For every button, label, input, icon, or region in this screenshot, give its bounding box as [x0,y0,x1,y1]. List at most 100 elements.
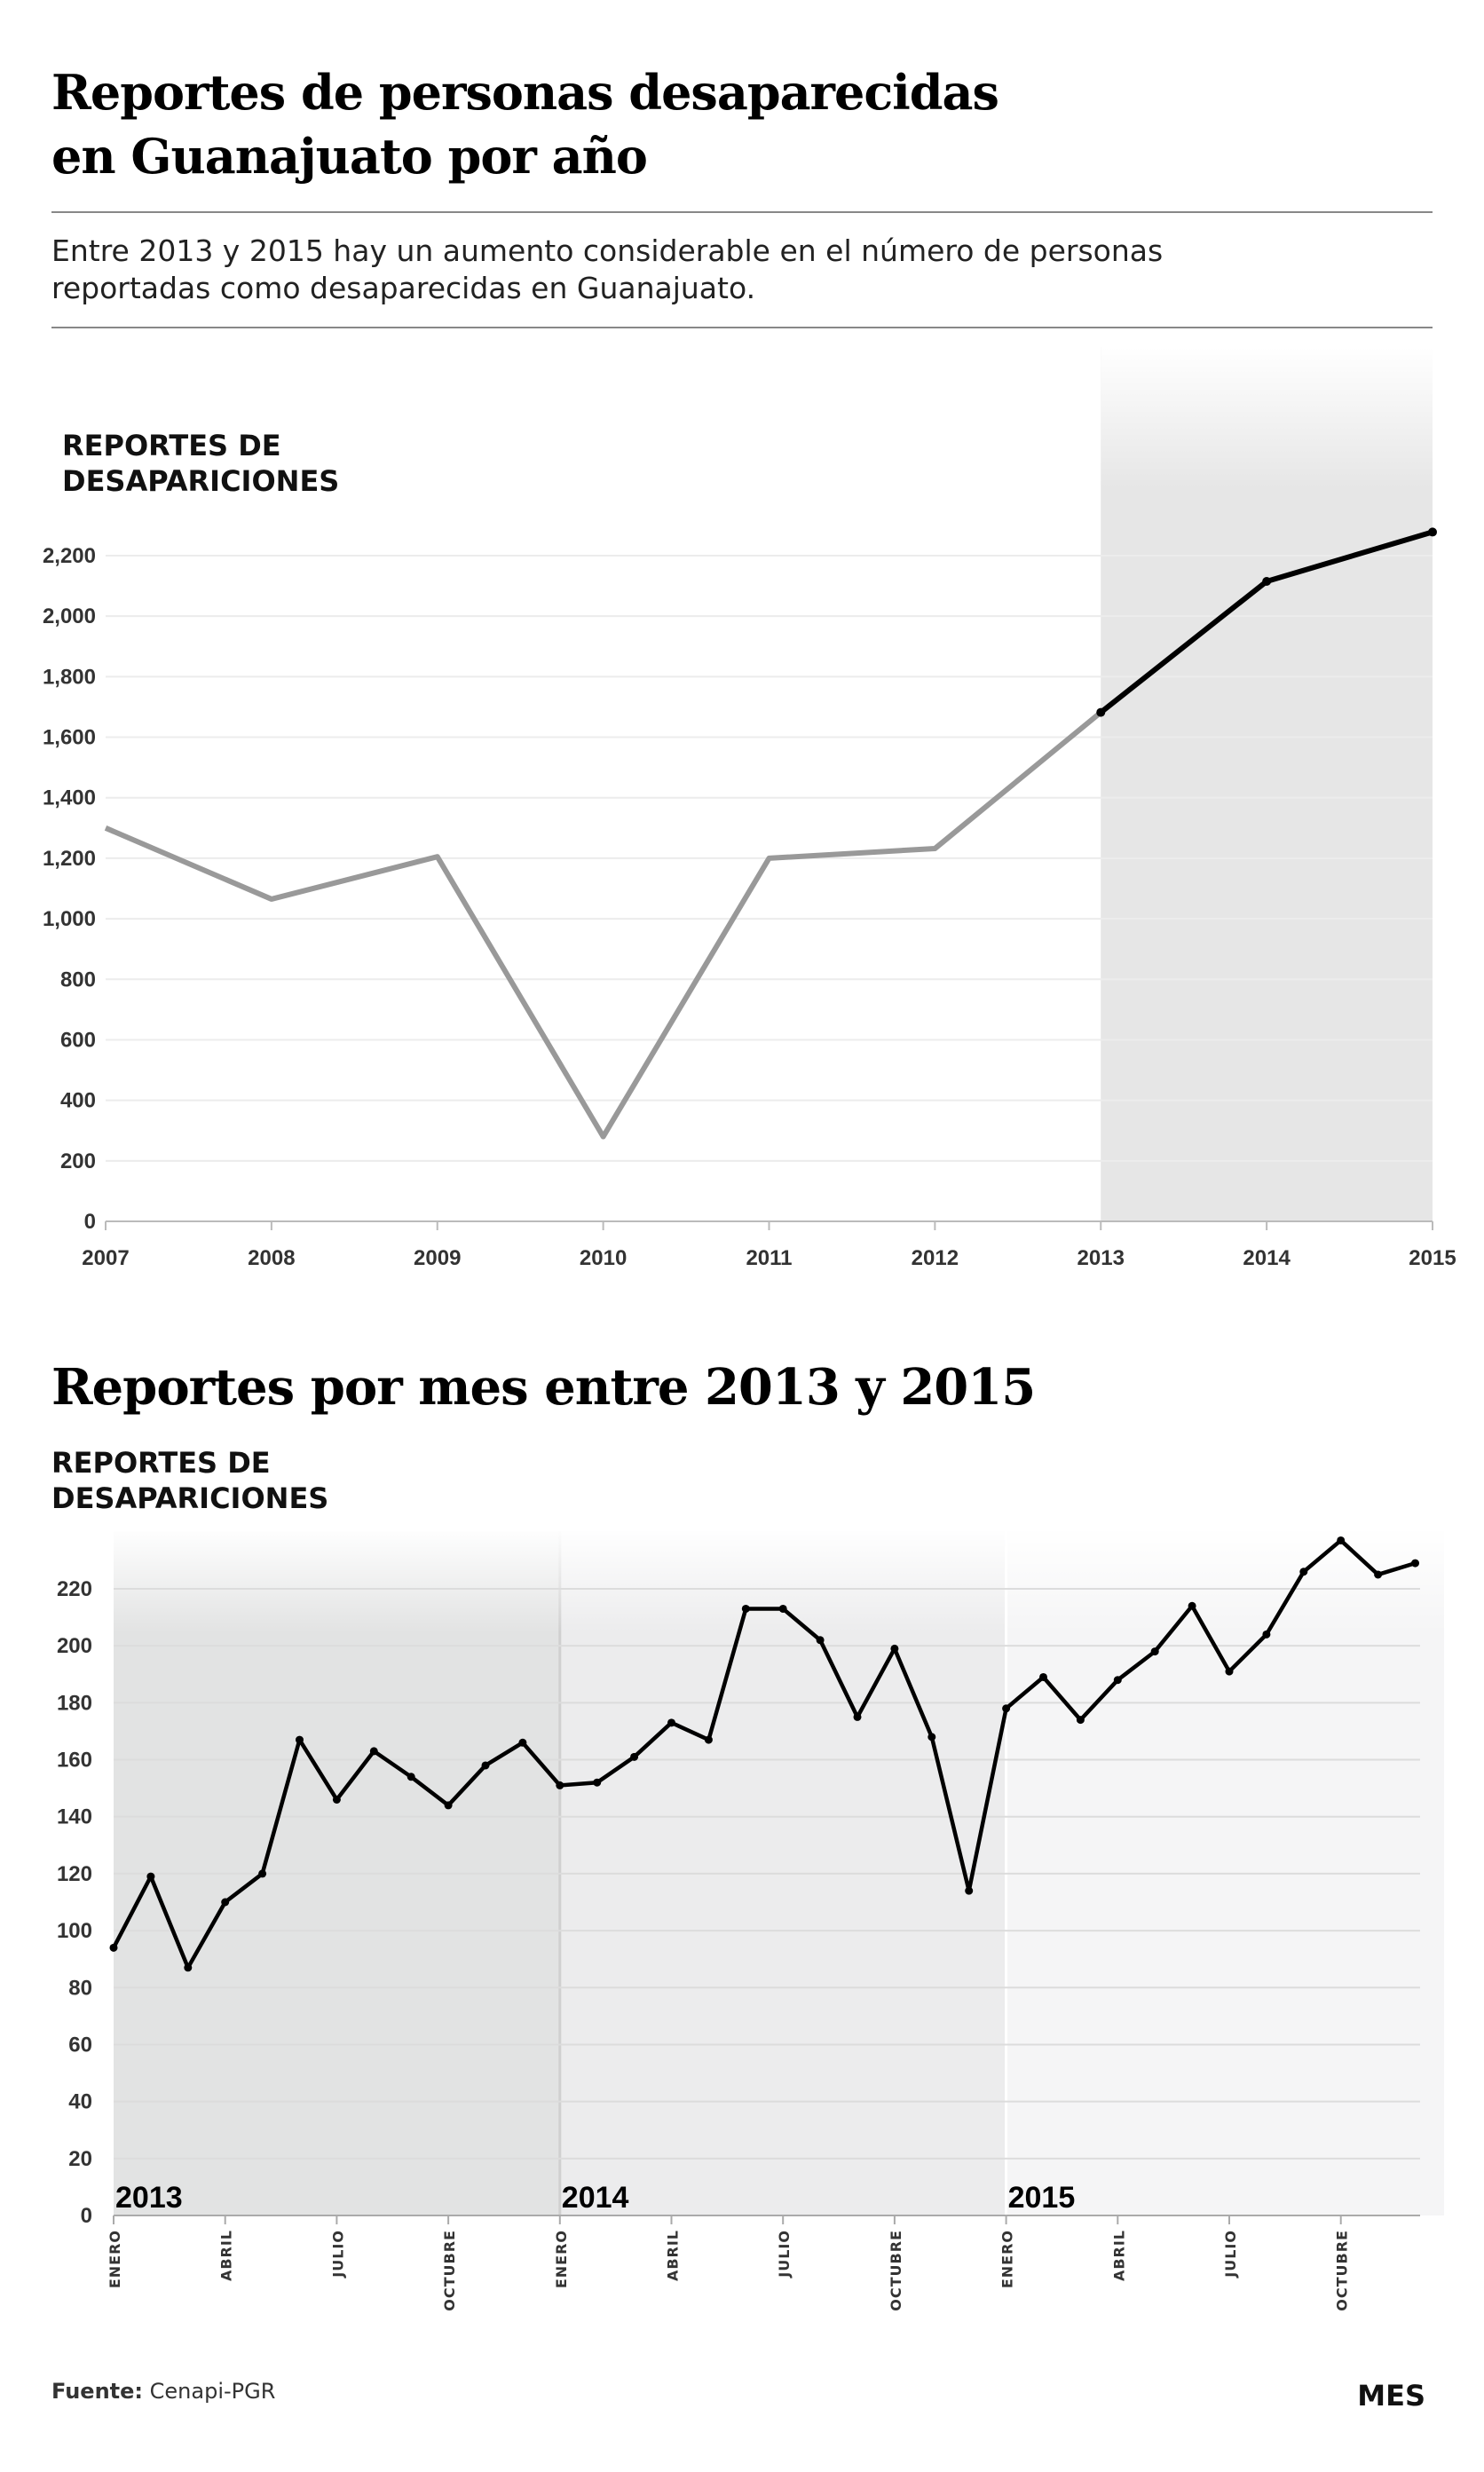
data-point [518,1738,527,1747]
y-label-line-2: DESAPARICIONES [62,464,340,498]
y-tick-label: 0 [81,2204,92,2228]
y-axis-label-annual: REPORTES DE DESAPARICIONES [62,428,339,499]
subtitle-line-2: reportadas como desaparecidas en Guanaju… [51,271,756,305]
x-tick-label: 2007 [82,1246,129,1270]
data-point [1113,1676,1122,1685]
year-label: 2015 [1008,2181,1076,2215]
y-tick-label: 180 [57,1691,92,1715]
month-tick-label: OCTUBRE [1334,2230,1351,2311]
data-point [1262,576,1272,586]
y-tick-label: 1,600 [43,726,96,750]
band-fade [114,1527,1444,1633]
series-line-past [104,710,1103,1140]
main-title: Reportes de personas desaparecidas en Gu… [51,60,1117,188]
year-label: 2013 [115,2181,183,2215]
source-value: Cenapi-PGR [149,2379,276,2404]
data-point [853,1712,862,1721]
y-tick-label: 1,200 [43,847,96,871]
section-title: Reportes por mes entre 2013 y 2015 [51,1358,1036,1417]
y-label-line-1: REPORTES DE [62,429,281,462]
y-label-line-1: REPORTES DE [51,1446,271,1480]
y-tick-label: 220 [57,1577,92,1601]
y-tick-label: 120 [57,1862,92,1886]
data-point [1039,1672,1047,1681]
y-tick-label: 80 [68,1976,92,2000]
month-tick-label: JULIO [1222,2230,1239,2279]
y-tick-label: 160 [57,1749,92,1773]
data-point [1411,1559,1419,1568]
y-tick-label: 0 [84,1210,96,1234]
data-point [1150,1647,1159,1656]
y-tick-label: 200 [57,1634,92,1658]
month-tick-label: JULIO [329,2230,346,2279]
month-tick-label: JULIO [776,2230,793,2279]
divider [51,211,1433,213]
data-point [407,1773,415,1781]
x-tick-label: 2012 [912,1246,959,1270]
data-point [890,1644,899,1653]
x-tick-label: 2013 [1077,1246,1125,1270]
y-tick-label: 100 [57,1919,92,1943]
x-tick-label: 2015 [1409,1246,1456,1270]
month-tick-label: OCTUBRE [441,2230,458,2311]
data-point [741,1604,750,1613]
data-point [928,1733,936,1741]
month-tick-label: OCTUBRE [888,2230,904,2311]
data-point [556,1781,564,1789]
y-tick-label: 20 [68,2147,92,2171]
y-tick-label: 2,200 [43,544,96,568]
data-point [258,1869,267,1878]
data-point [630,1752,639,1761]
data-point [1188,1601,1196,1610]
subtitle-line-1: Entre 2013 y 2015 hay un aumento conside… [51,233,1164,268]
month-tick-label: ENERO [553,2230,570,2288]
data-point [704,1735,713,1744]
data-point [593,1778,602,1787]
data-point [1262,1630,1271,1639]
month-tick-label: ABRIL [665,2230,682,2281]
data-point [481,1761,490,1770]
source-note: Fuente: Cenapi-PGR [51,2379,275,2404]
divider [51,327,1433,328]
month-tick-label: ABRIL [218,2230,235,2281]
y-tick-label: 1,400 [43,786,96,810]
data-point [184,1963,193,1972]
x-axis-label: MES [1357,2379,1425,2413]
subtitle: Entre 2013 y 2015 hay un aumento conside… [51,233,1205,307]
y-tick-label: 40 [68,2090,92,2114]
title-line-1: Reportes de personas desaparecidas [51,64,999,121]
year-label: 2014 [562,2181,629,2215]
data-point [296,1735,304,1744]
y-tick-label: 60 [68,2033,92,2057]
data-point [965,1886,974,1895]
data-point [1225,1667,1234,1676]
x-tick-label: 2014 [1243,1246,1291,1270]
source-label: Fuente: [51,2379,143,2404]
data-point [221,1898,230,1907]
y-tick-label: 200 [60,1149,96,1173]
data-point [1337,1536,1346,1544]
data-point [1096,707,1106,717]
data-point [146,1872,155,1881]
data-point [778,1604,787,1613]
month-tick-label: ENERO [999,2230,1016,2288]
y-tick-label: 400 [60,1089,96,1113]
data-point [369,1747,378,1756]
month-tick-label: ENERO [107,2230,123,2288]
highlight-band-fade [1101,347,1433,489]
y-tick-label: 800 [60,967,96,991]
data-point [667,1718,675,1727]
title-line-2: en Guanajuato por año [51,128,648,185]
series-line [112,1538,1417,1970]
x-tick-label: 2010 [580,1246,627,1270]
y-tick-label: 600 [60,1028,96,1052]
data-point [816,1636,825,1645]
y-tick-label: 1,800 [43,665,96,689]
x-tick-label: 2009 [414,1246,461,1270]
x-tick-label: 2011 [746,1246,792,1270]
data-point [1299,1568,1308,1576]
data-point [1002,1704,1011,1713]
y-tick-label: 1,000 [43,907,96,931]
data-point [1428,527,1437,537]
